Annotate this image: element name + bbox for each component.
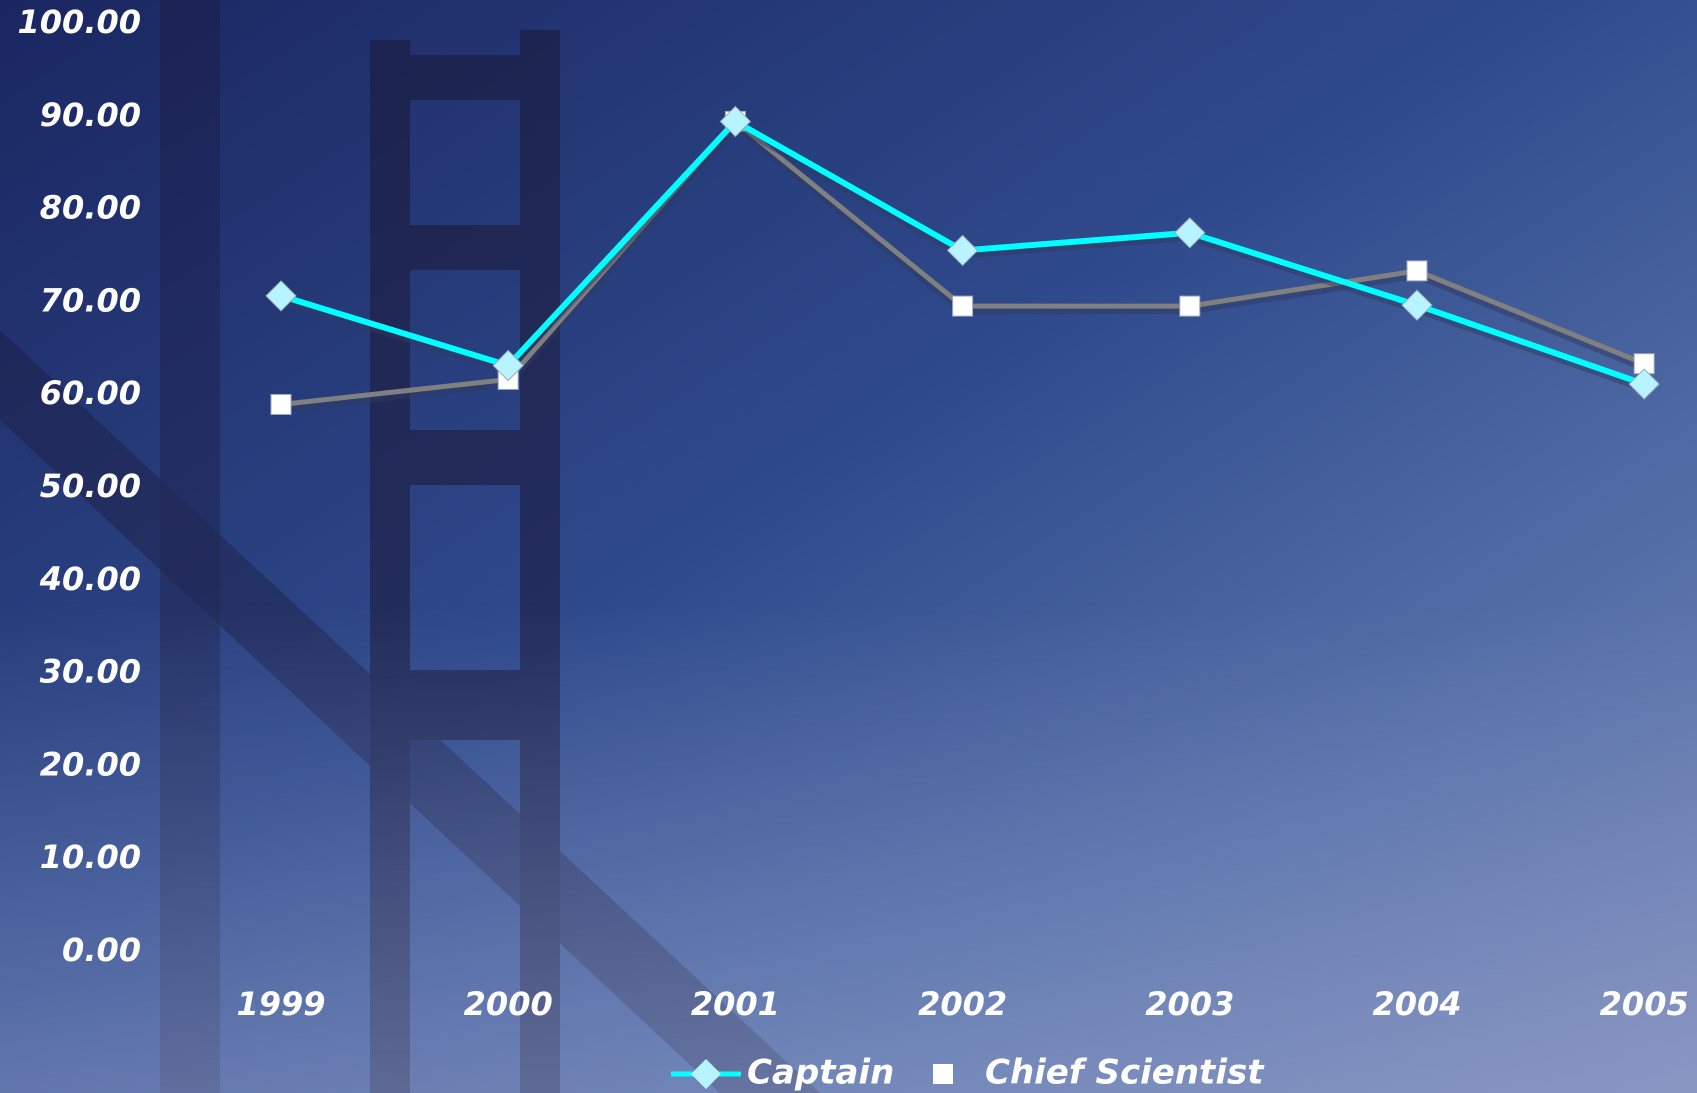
fog [0,600,1697,1093]
x-tick-label: 2000 [464,985,553,1023]
data-point [952,295,974,317]
y-tick-label: 90.00 [40,96,141,134]
data-point [1401,289,1433,321]
x-tick-label: 2001 [691,985,780,1023]
y-tick-label: 100.00 [18,3,141,41]
y-tick-label: 60.00 [40,374,141,412]
data-point [265,280,297,312]
data-point [1406,260,1428,282]
y-tick-label: 10.00 [40,838,141,876]
y-tick-label: 70.00 [40,281,141,319]
data-point [1174,217,1206,249]
legend-label: Chief Scientist [985,1053,1265,1093]
data-point [270,393,292,415]
x-tick-label: 2002 [918,985,1007,1023]
y-tick-label: 0.00 [62,931,141,969]
legend-label: Captain [747,1053,894,1093]
y-tick-label: 40.00 [39,560,141,598]
data-point [1179,295,1201,317]
plot-area: 0.00 10.00 20.00 30.00 40.00 50.00 60.00 70.00 8… [18,3,1689,1093]
x-tick-label: 2005 [1600,985,1689,1023]
data-point [719,105,752,138]
x-tick-label: 2004 [1372,985,1461,1023]
data-point [946,234,979,267]
x-tick-label: 1999 [236,985,325,1023]
y-tick-label: 80.00 [40,189,141,227]
y-tick-label: 50.00 [40,467,141,505]
x-tick-label: 2003 [1145,985,1234,1023]
data-point [1628,368,1660,400]
y-tick-label: 20.00 [40,745,141,783]
legend-marker [691,1059,721,1089]
data-point [492,349,524,382]
legend-marker [933,1064,953,1084]
y-tick-label: 30.00 [40,653,141,691]
